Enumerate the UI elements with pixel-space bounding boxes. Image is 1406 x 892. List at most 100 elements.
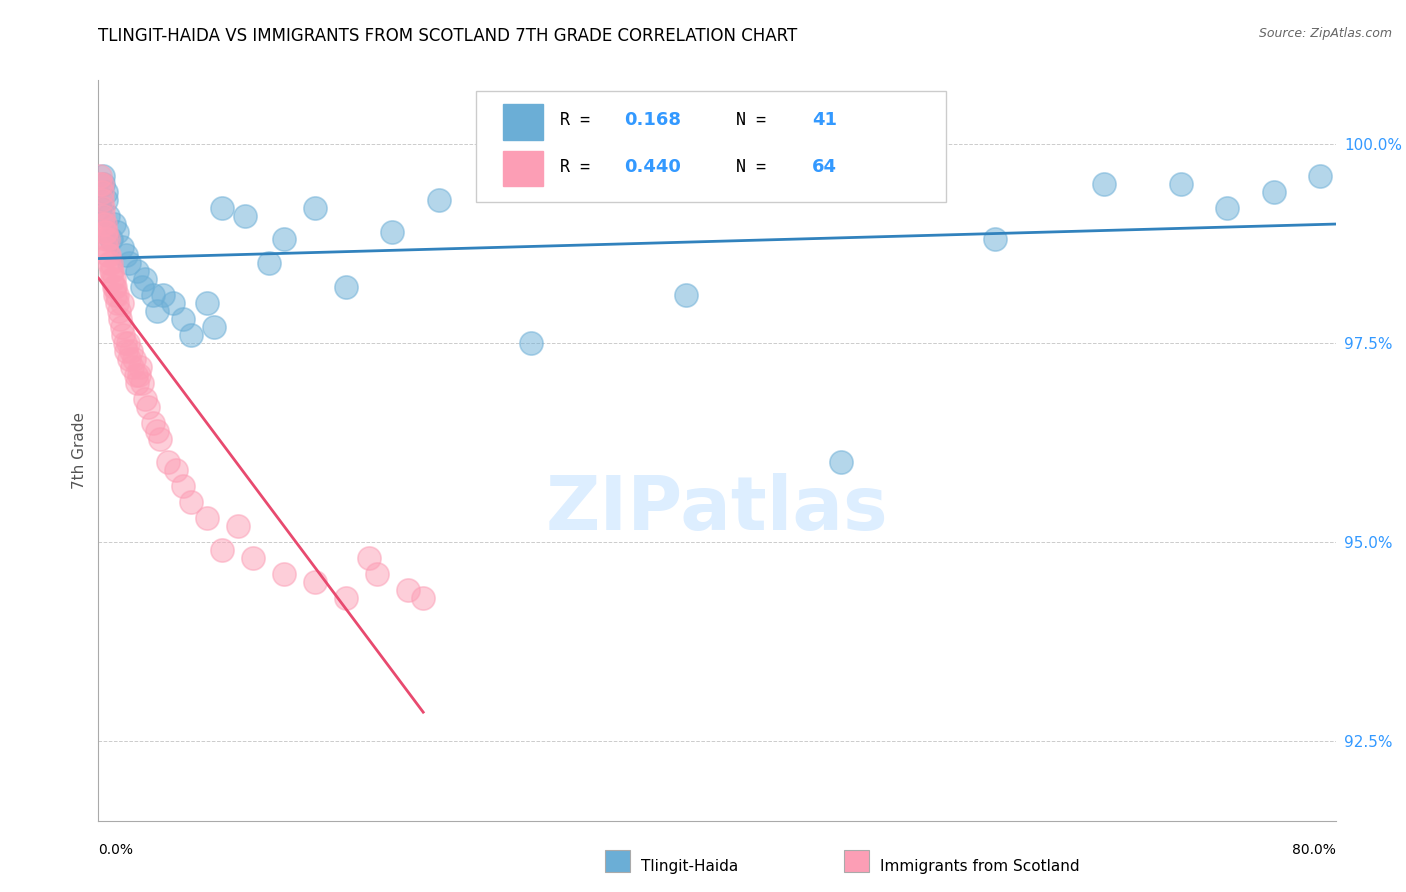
Point xyxy=(134,392,156,406)
Point xyxy=(115,343,138,358)
Point xyxy=(96,193,118,207)
Point xyxy=(141,288,165,302)
Point xyxy=(103,272,125,286)
Point xyxy=(98,248,121,262)
Point xyxy=(211,201,233,215)
Point xyxy=(127,376,149,390)
Point xyxy=(520,336,543,351)
Point xyxy=(90,185,112,199)
Point xyxy=(1263,185,1285,199)
Point xyxy=(1216,201,1239,215)
Point xyxy=(195,511,218,525)
Point xyxy=(233,209,257,223)
Point xyxy=(104,288,127,302)
Point xyxy=(149,432,172,446)
Point xyxy=(366,566,388,581)
Point xyxy=(195,296,218,310)
Point xyxy=(96,232,118,246)
Point xyxy=(131,376,153,390)
Point xyxy=(118,256,141,270)
Point xyxy=(427,193,450,207)
Text: 0.168: 0.168 xyxy=(624,111,682,128)
Point xyxy=(108,312,131,326)
Point xyxy=(304,201,326,215)
Point xyxy=(114,336,136,351)
Point xyxy=(100,232,122,246)
Y-axis label: 7th Grade: 7th Grade xyxy=(72,412,87,489)
Point xyxy=(90,177,112,191)
Point xyxy=(117,336,139,351)
Point xyxy=(675,288,697,302)
Point xyxy=(152,288,174,302)
Point xyxy=(115,248,138,262)
Point xyxy=(111,320,132,334)
Point xyxy=(98,256,121,270)
Point xyxy=(93,217,115,231)
Point xyxy=(141,416,165,430)
Point xyxy=(91,209,114,223)
Point xyxy=(204,320,226,334)
Point xyxy=(122,351,145,366)
Point xyxy=(226,519,249,533)
Point xyxy=(105,225,128,239)
Point xyxy=(101,272,124,286)
Point xyxy=(89,177,111,191)
Point xyxy=(91,177,114,191)
Point xyxy=(100,264,122,278)
Point xyxy=(97,248,120,262)
Point xyxy=(105,296,128,310)
Point xyxy=(103,217,125,231)
Point xyxy=(90,193,112,207)
Point xyxy=(273,566,295,581)
Point xyxy=(1170,177,1192,191)
Point xyxy=(96,225,118,239)
Point xyxy=(93,225,115,239)
Point xyxy=(91,217,114,231)
Point xyxy=(381,225,404,239)
Point xyxy=(335,591,357,605)
Point xyxy=(89,169,111,183)
Point xyxy=(335,280,357,294)
Point xyxy=(304,574,326,589)
Point xyxy=(112,328,135,343)
Text: N =: N = xyxy=(735,158,776,176)
Point xyxy=(100,256,122,270)
Point xyxy=(111,240,132,254)
Point xyxy=(104,280,127,294)
Point xyxy=(121,359,143,374)
Point xyxy=(111,296,132,310)
Point xyxy=(412,591,434,605)
Point xyxy=(242,550,264,565)
Point xyxy=(357,550,380,565)
Point xyxy=(172,312,194,326)
Point xyxy=(165,463,187,477)
Point xyxy=(396,582,419,597)
Point xyxy=(128,368,150,382)
Point xyxy=(180,495,202,509)
Point xyxy=(1309,169,1331,183)
Text: Tlingit-Haida: Tlingit-Haida xyxy=(641,859,738,873)
Point xyxy=(129,359,152,374)
Text: 0.0%: 0.0% xyxy=(98,843,134,857)
Point xyxy=(97,209,120,223)
Point xyxy=(91,201,114,215)
Point xyxy=(180,328,202,343)
Point xyxy=(127,264,149,278)
Text: R =: R = xyxy=(560,158,600,176)
Point xyxy=(146,424,169,438)
FancyBboxPatch shape xyxy=(475,91,946,202)
Point xyxy=(136,400,159,414)
Point xyxy=(101,264,124,278)
Bar xyxy=(503,104,543,139)
Text: TLINGIT-HAIDA VS IMMIGRANTS FROM SCOTLAND 7TH GRADE CORRELATION CHART: TLINGIT-HAIDA VS IMMIGRANTS FROM SCOTLAN… xyxy=(98,27,797,45)
Point xyxy=(146,304,169,318)
Point xyxy=(120,343,142,358)
Point xyxy=(96,185,118,199)
Point xyxy=(273,232,295,246)
Point xyxy=(96,240,118,254)
Point xyxy=(105,288,128,302)
Point xyxy=(211,543,233,558)
Point xyxy=(103,280,125,294)
Text: 0.440: 0.440 xyxy=(624,158,681,176)
Point xyxy=(172,479,194,493)
